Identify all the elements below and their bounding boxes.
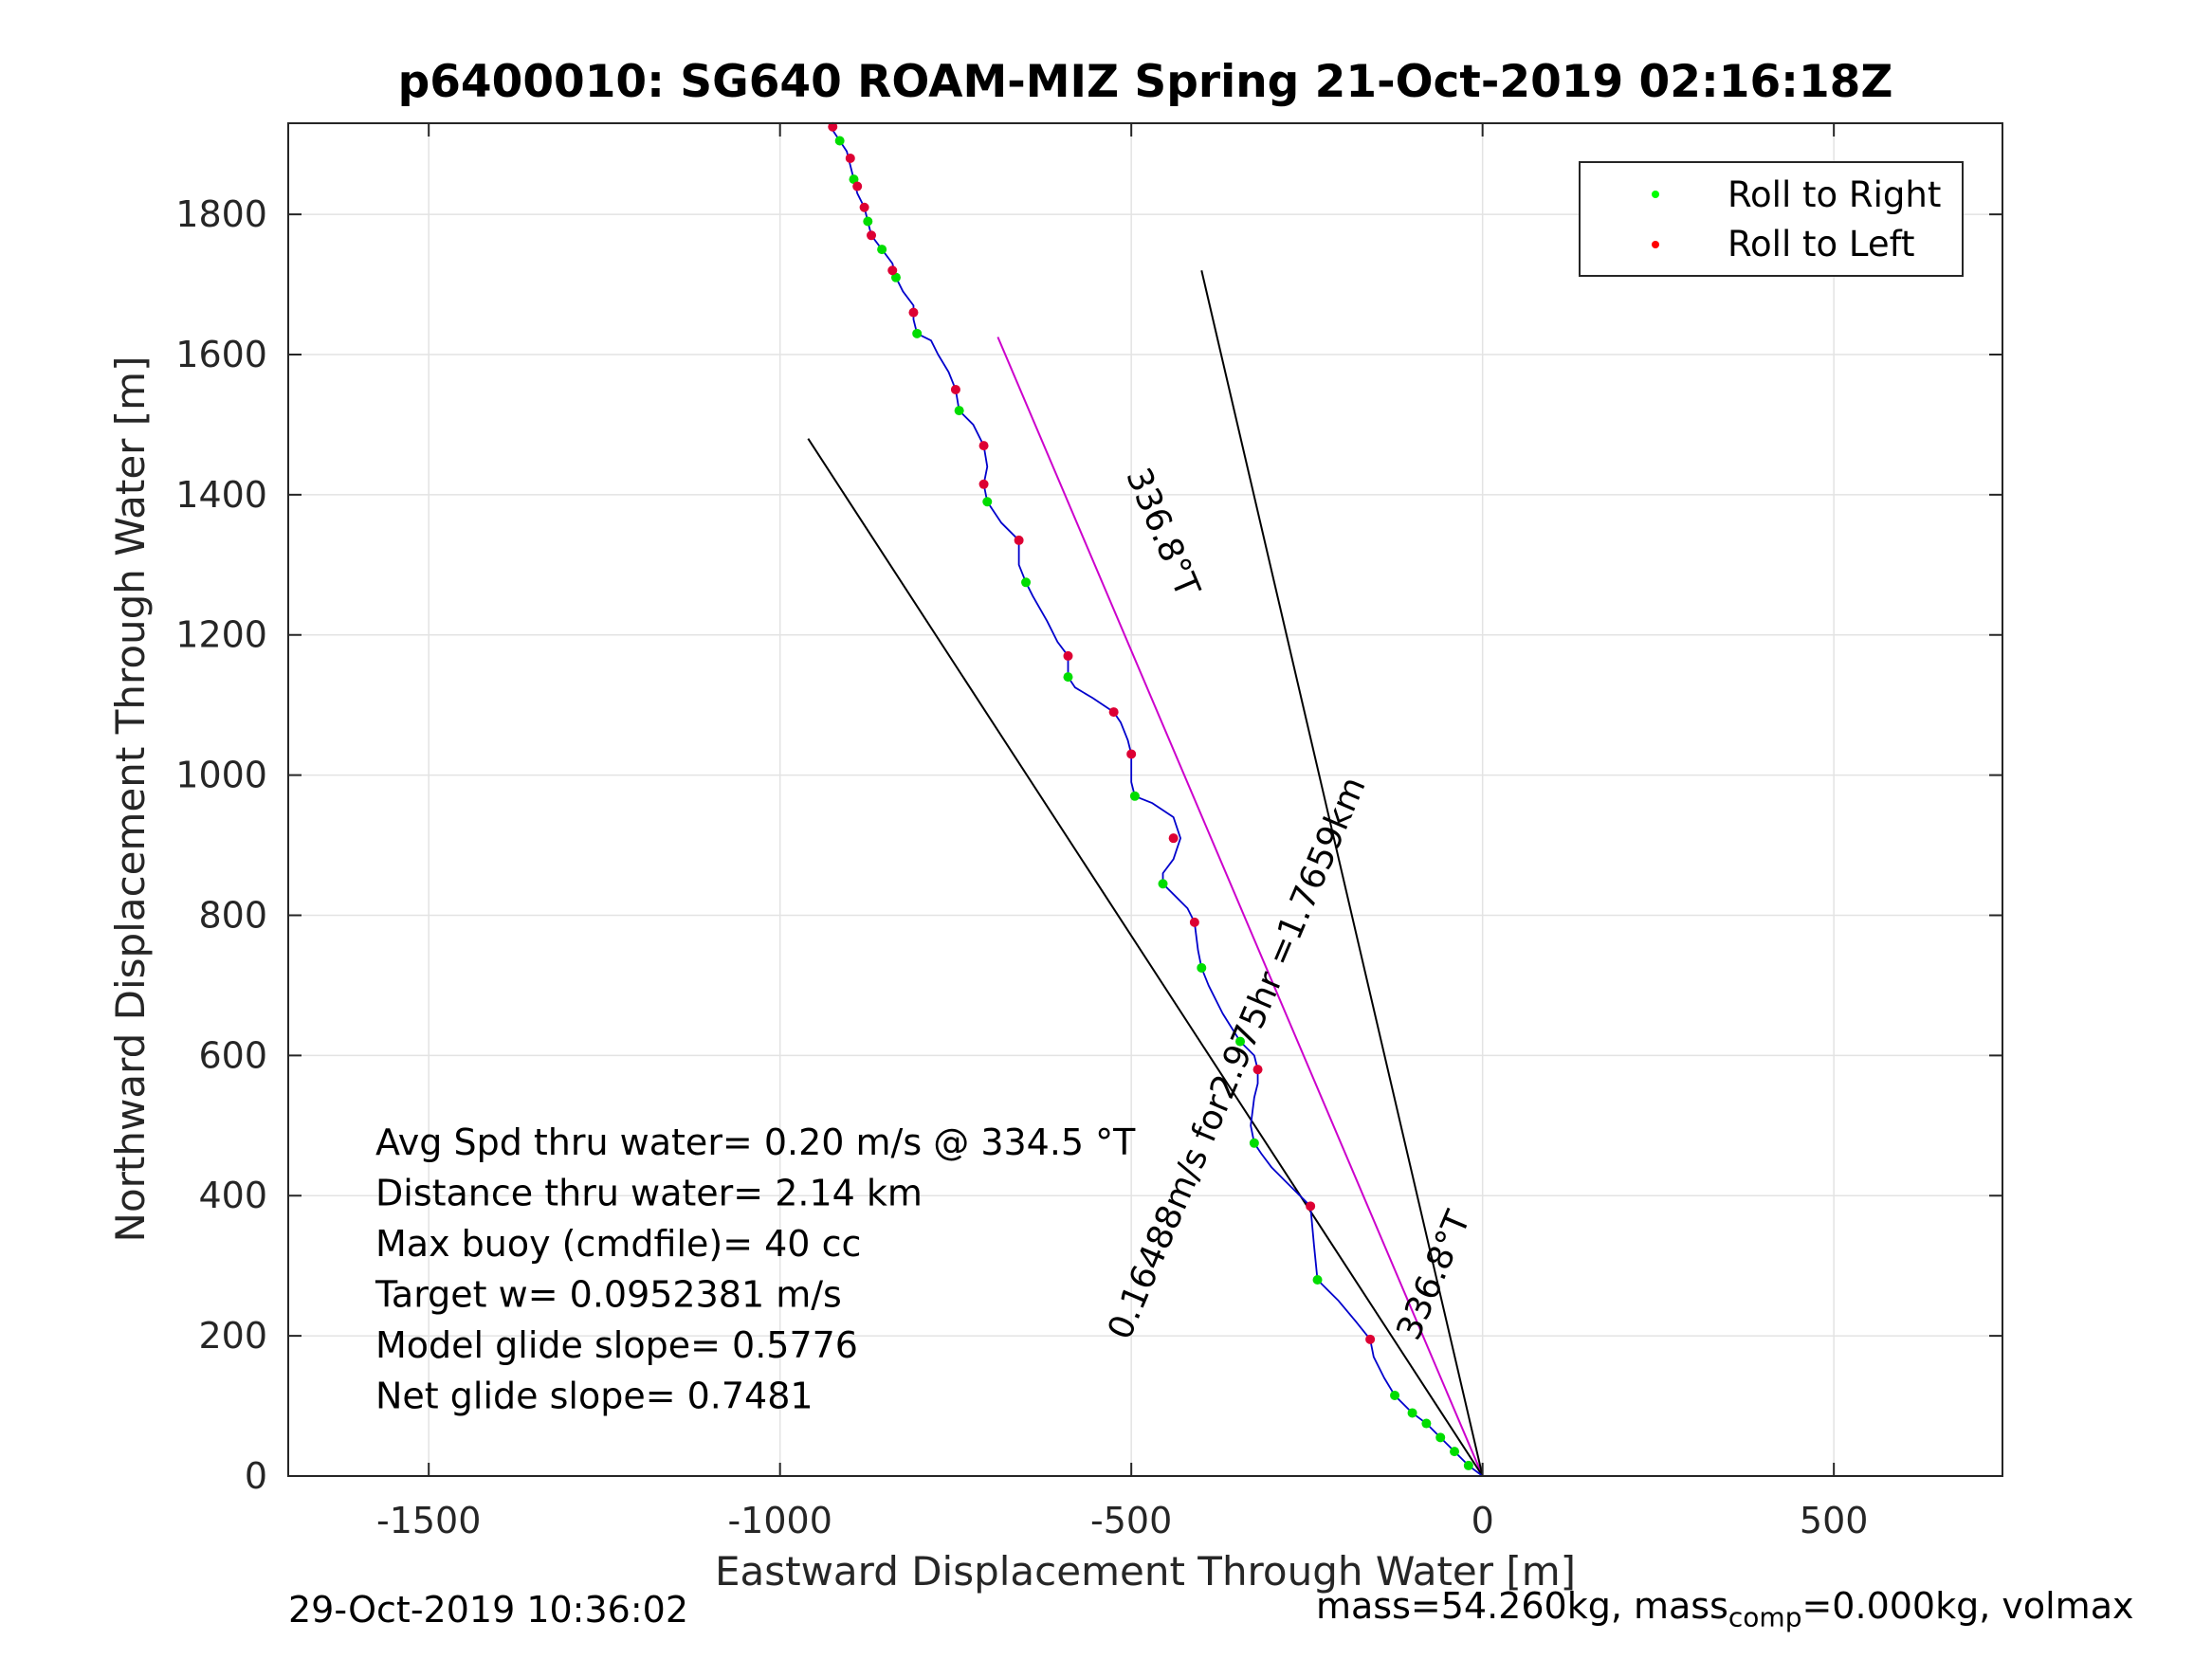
roll-right-point: [1435, 1432, 1446, 1443]
x-tick-label: 500: [1800, 1500, 1869, 1541]
roll-right-point: [1463, 1460, 1473, 1470]
roll-right-point: [863, 216, 873, 227]
heading-line-magenta: [996, 337, 1484, 1477]
roll-right-point: [1312, 1274, 1323, 1285]
annotation-current: 0.16488m/s for2.975hr =1.7659km: [1101, 772, 1374, 1345]
roll-left-point: [828, 121, 838, 132]
roll-left-point: [859, 202, 869, 212]
roll-left-point: [1108, 707, 1119, 718]
y-tick-label: 400: [198, 1175, 267, 1216]
roll-right-point: [834, 136, 845, 146]
footer-mass-subscript: comp: [1728, 1601, 1802, 1633]
footer-mass-prefix: mass=54.260kg, mass: [1316, 1585, 1728, 1627]
roll-left-point: [1168, 833, 1179, 844]
stats-block: Avg Spd thru water= 0.20 m/s @ 334.5 °T D…: [375, 1121, 1136, 1417]
roll-left-point: [1189, 917, 1199, 927]
bound-line-left: [807, 438, 1484, 1477]
y-tick-label: 1400: [175, 474, 267, 516]
roll-right-point: [849, 174, 859, 185]
stats-line: Distance thru water= 2.14 km: [375, 1173, 923, 1214]
stats-line: Target w= 0.0952381 m/s: [375, 1274, 842, 1316]
y-tick-label: 0: [245, 1455, 267, 1497]
bound-line-right: [1200, 270, 1484, 1477]
x-tick-label: -1000: [727, 1500, 832, 1541]
roll-right-point: [982, 497, 993, 507]
roll-left-point: [1365, 1334, 1376, 1344]
y-tick-label: 600: [198, 1034, 267, 1076]
roll-right-point: [954, 406, 964, 416]
y-tick-label: 1600: [175, 334, 267, 375]
reference-lines: [807, 270, 1484, 1477]
plot-area-frame: [287, 122, 2003, 1477]
roll-right-point: [877, 245, 887, 255]
annotation-heading-bottom: 336.8°T: [1390, 1205, 1479, 1346]
roll-left-point: [978, 441, 989, 451]
chart-title: p6400010: SG640 ROAM-MIZ Spring 21-Oct-2…: [398, 56, 1893, 108]
legend-label-roll-right: Roll to Right: [1728, 174, 1941, 215]
legend-marker-roll-left: [1652, 241, 1659, 248]
roll-right-point: [1197, 962, 1207, 973]
roll-right-point: [1450, 1447, 1460, 1457]
footer-timestamp: 29-Oct-2019 10:36:02: [288, 1589, 688, 1631]
roll-right-point: [912, 328, 923, 338]
legend-label-roll-left: Roll to Left: [1728, 224, 1915, 264]
roll-right-point: [1421, 1418, 1432, 1429]
roll-left-point: [1014, 535, 1024, 545]
roll-points: [828, 121, 1473, 1470]
roll-left-point: [950, 384, 960, 394]
legend-marker-roll-right: [1652, 191, 1659, 198]
roll-left-point: [867, 230, 877, 241]
y-tick-label: 1200: [175, 614, 267, 656]
roll-left-point: [1126, 749, 1137, 759]
roll-left-point: [887, 265, 898, 276]
axis-ticks: -1500 -1000 -500 0 500 0 200 400 600 800 1000 1200 1…: [175, 123, 2002, 1541]
legend: Roll to Right Roll to Left: [1579, 161, 1964, 277]
roll-right-point: [1129, 791, 1140, 801]
roll-right-point: [1235, 1036, 1246, 1047]
roll-left-point: [978, 479, 989, 489]
roll-right-point: [1021, 577, 1032, 588]
roll-left-point: [845, 153, 855, 163]
x-tick-label: 0: [1472, 1500, 1494, 1541]
legend-box: [1579, 161, 1964, 277]
roll-right-point: [1390, 1390, 1400, 1400]
footer-mass-info: mass=54.260kg, masscomp=0.000kg, volmax: [1316, 1585, 2133, 1633]
roll-left-point: [908, 307, 919, 318]
roll-right-point: [1158, 879, 1168, 889]
roll-right-point: [1407, 1408, 1417, 1418]
roll-right-point: [1063, 672, 1073, 683]
x-tick-label: -500: [1090, 1500, 1172, 1541]
stats-line: Model glide slope= 0.5776: [375, 1324, 858, 1366]
roll-right-point: [890, 272, 901, 283]
stats-line: Max buoy (cmdfile)= 40 cc: [375, 1223, 861, 1265]
y-tick-label: 1800: [175, 193, 267, 235]
y-tick-label: 800: [198, 894, 267, 936]
y-tick-label: 1000: [175, 755, 267, 796]
roll-right-point: [1249, 1138, 1259, 1148]
roll-left-point: [1252, 1065, 1263, 1075]
roll-left-point: [1063, 650, 1073, 661]
stats-line: Avg Spd thru water= 0.20 m/s @ 334.5 °T: [375, 1121, 1136, 1163]
x-axis-label: Eastward Displacement Through Water [m]: [715, 1548, 1576, 1595]
roll-left-point: [1306, 1201, 1316, 1212]
stats-line: Net glide slope= 0.7481: [375, 1376, 814, 1417]
y-tick-label: 200: [198, 1315, 267, 1357]
footer-mass-suffix: =0.000kg, volmax: [1801, 1585, 2134, 1627]
x-tick-label: -1500: [376, 1500, 481, 1541]
roll-left-point: [852, 181, 863, 191]
y-axis-label: Northward Displacement Through Water [m]: [107, 356, 154, 1243]
